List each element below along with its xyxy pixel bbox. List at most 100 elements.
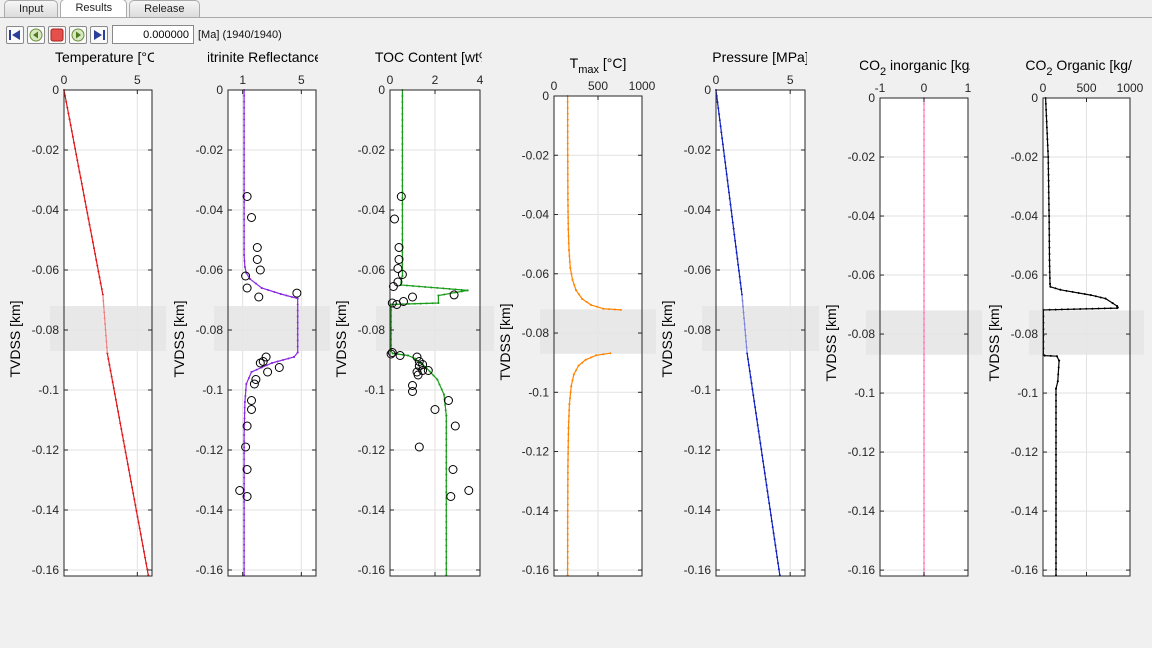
faded-segment (101, 294, 109, 354)
series-marker (1048, 209, 1050, 212)
series-marker (401, 179, 404, 181)
series-marker (566, 556, 569, 559)
series-marker (923, 472, 925, 475)
series-marker (79, 176, 82, 179)
series-marker (438, 383, 441, 386)
series-marker (923, 210, 925, 213)
series-marker (567, 452, 570, 455)
tab-bar: Input Results Release (4, 0, 202, 18)
series-marker (566, 550, 569, 553)
series-marker (923, 150, 925, 153)
series-marker (566, 148, 569, 151)
series-marker (243, 106, 246, 109)
series-marker (749, 376, 752, 379)
shaded-interval (702, 306, 819, 351)
series-marker (566, 527, 569, 530)
series-marker (1056, 380, 1059, 383)
series-marker (243, 537, 246, 540)
series-marker (1055, 471, 1057, 474)
series-marker (87, 217, 90, 220)
series-marker (243, 100, 246, 103)
rewind-button[interactable] (27, 25, 45, 44)
series-marker (923, 359, 925, 362)
tab-release[interactable]: Release (129, 0, 200, 17)
y-tick-label: -0.16 (1011, 563, 1039, 577)
series-marker (117, 410, 120, 413)
series-marker (445, 520, 448, 523)
series-marker (602, 353, 605, 356)
y-tick-label: -0.1 (38, 383, 59, 397)
series-marker (287, 357, 290, 360)
y-tick-label: -0.12 (32, 443, 60, 457)
series-marker (923, 246, 925, 249)
series-marker (390, 320, 393, 323)
y-tick-label: -0.06 (32, 263, 60, 277)
series-marker (243, 218, 246, 221)
series-marker (923, 329, 925, 332)
series-marker (923, 353, 925, 356)
step-back-button[interactable] (6, 25, 24, 44)
series-marker (437, 302, 440, 304)
series-marker (137, 521, 140, 524)
series-marker (718, 119, 721, 122)
series-marker (602, 307, 605, 310)
series-marker (390, 332, 393, 335)
series-marker (567, 433, 570, 436)
series-marker (566, 167, 569, 169)
play-button[interactable] (69, 25, 87, 44)
measured-point (386, 349, 396, 359)
series-marker (723, 155, 726, 158)
shaded-interval (1029, 310, 1144, 355)
series-marker (923, 389, 925, 392)
series-marker (1055, 411, 1057, 414)
series-marker (243, 266, 246, 268)
series-marker (923, 234, 925, 237)
series-marker (923, 103, 925, 105)
series-marker (923, 544, 925, 547)
series-marker (760, 448, 763, 451)
series-marker (96, 264, 99, 267)
series-marker (243, 236, 246, 239)
series-marker (413, 357, 416, 360)
series-marker (1055, 393, 1057, 396)
series-marker (401, 113, 404, 115)
x-tick-label: 5 (787, 73, 794, 87)
series-marker (243, 153, 246, 156)
series-marker (243, 401, 246, 403)
series-marker (923, 466, 925, 469)
measured-point (241, 442, 251, 452)
series-marker (741, 293, 743, 296)
series-marker (1055, 429, 1057, 432)
measured-point (450, 421, 460, 431)
series-marker (742, 305, 744, 308)
series-marker (737, 263, 740, 266)
series-marker (267, 289, 270, 291)
x-tick-label: 0 (921, 81, 928, 95)
series-marker (923, 526, 925, 529)
series-marker (585, 300, 588, 303)
series-marker (296, 339, 299, 342)
series-marker (401, 209, 404, 211)
series-marker (85, 206, 88, 209)
tab-results[interactable]: Results (60, 0, 128, 18)
measured-point (241, 271, 251, 281)
series-marker (568, 249, 570, 252)
series-marker (566, 568, 569, 571)
y-tick-label: -0.14 (358, 503, 386, 517)
step-forward-button[interactable] (90, 25, 108, 44)
series-marker (762, 466, 765, 469)
series-marker (1048, 265, 1051, 268)
playback-toolbar: [Ma] (1940/1940) (6, 25, 282, 44)
shaded-interval (540, 309, 656, 354)
series-marker (445, 461, 448, 464)
series-marker (738, 275, 741, 278)
series-marker (293, 356, 295, 358)
tab-input[interactable]: Input (4, 0, 59, 17)
series-marker (923, 258, 925, 260)
measured-point (394, 243, 404, 252)
time-input[interactable] (112, 25, 194, 44)
x-tick-label: 500 (1076, 81, 1096, 95)
stop-button[interactable] (48, 25, 66, 44)
series-marker (401, 303, 404, 306)
series-marker (139, 533, 142, 536)
